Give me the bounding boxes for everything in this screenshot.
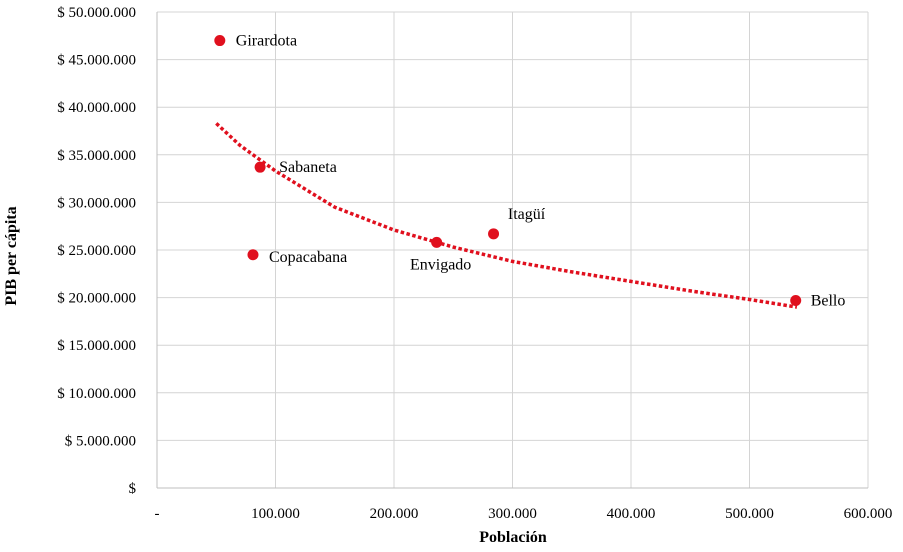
y-tick-label: $ 5.000.000 <box>65 433 136 449</box>
point-label: Girardota <box>236 33 297 50</box>
data-point <box>431 236 443 248</box>
x-tick-label: 500.000 <box>725 506 774 522</box>
y-tick-label: $ 50.000.000 <box>57 5 136 21</box>
grid-layer <box>157 11 869 488</box>
point-label: Envigado <box>410 256 471 273</box>
points-layer <box>214 35 802 306</box>
y-tick-label: $ 45.000.000 <box>57 53 136 69</box>
x-tick-label: 200.000 <box>370 506 419 522</box>
y-tick-label: $ 40.000.000 <box>57 100 136 116</box>
x-axis-title: Población <box>479 529 547 546</box>
y-tick-label: $ 15.000.000 <box>57 338 136 354</box>
point-label: Sabaneta <box>279 159 337 176</box>
data-point <box>790 294 802 306</box>
y-axis-title: PIB per cápita <box>3 206 20 305</box>
y-tick-label: $ <box>129 481 137 497</box>
y-tick-label: $ 20.000.000 <box>57 291 136 307</box>
x-tick-label: 400.000 <box>607 506 656 522</box>
point-labels-layer: Girardota Sabaneta Copacabana Envigado Itagü… <box>236 33 846 310</box>
point-label: Bello <box>811 292 846 309</box>
data-point <box>214 35 226 47</box>
data-point <box>247 249 259 261</box>
y-tick-label: $ 30.000.000 <box>57 195 136 211</box>
x-tick-label: 100.000 <box>251 506 300 522</box>
axis-layer: $ $ 5.000.000 $ 10.000.000 $ 15.000.000 $ 20… <box>57 5 892 522</box>
trendline-layer <box>215 122 798 309</box>
x-tick-label: 300.000 <box>488 506 537 522</box>
point-label: Copacabana <box>269 249 347 266</box>
x-tick-label: - <box>155 506 160 522</box>
data-point <box>254 161 266 173</box>
y-tick-label: $ 10.000.000 <box>57 386 136 402</box>
data-point <box>488 228 500 240</box>
y-tick-label: $ 25.000.000 <box>57 243 136 259</box>
y-tick-label: $ 35.000.000 <box>57 148 136 164</box>
trendline <box>215 122 798 309</box>
point-label: Itagüí <box>508 206 546 223</box>
x-tick-label: 600.000 <box>844 506 893 522</box>
